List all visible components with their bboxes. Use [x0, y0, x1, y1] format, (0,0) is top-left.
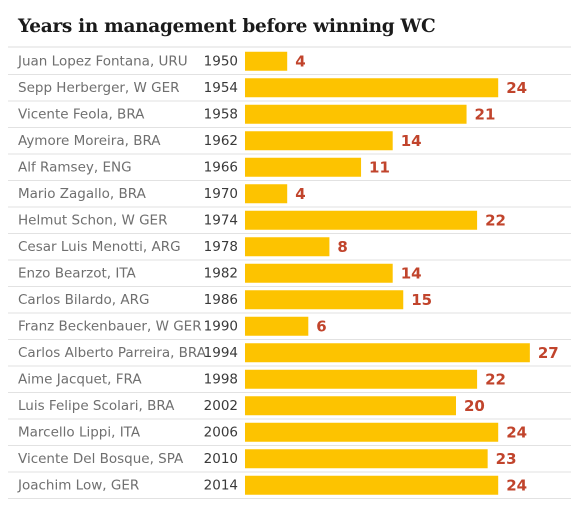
chart-row: Helmut Schon, W GER 1974 22 [8, 210, 571, 234]
manager-label: Luis Felipe Scolari, BRA [18, 398, 175, 414]
bar [245, 131, 393, 151]
bar [245, 396, 456, 416]
bar [245, 263, 393, 283]
bar [245, 210, 478, 230]
value-label: 11 [369, 158, 390, 176]
chart-row: Enzo Bearzot, ITA 1982 14 [8, 263, 571, 287]
manager-label: Marcello Lippi, ITA [18, 424, 141, 440]
value-label: 4 [295, 185, 305, 203]
bar [245, 104, 467, 124]
value-label: 27 [538, 344, 559, 362]
chart-row: Aymore Moreira, BRA 1962 14 [8, 131, 571, 155]
bar [245, 78, 499, 98]
year-label: 2002 [204, 398, 238, 414]
chart-row: Mario Zagallo, BRA 1970 4 [8, 184, 571, 208]
year-label: 1974 [204, 212, 238, 228]
value-label: 15 [411, 291, 432, 309]
year-label: 1978 [204, 239, 238, 255]
manager-label: Alf Ramsey, ENG [18, 159, 132, 175]
year-label: 1986 [204, 292, 238, 308]
value-label: 20 [464, 397, 485, 415]
chart-rows: Juan Lopez Fontana, URU 1950 4 Sepp Herberg… [8, 46, 571, 499]
value-label: 4 [295, 52, 305, 70]
chart-row: Aime Jacquet, FRA 1998 22 [8, 369, 571, 393]
chart-row: Cesar Luis Menotti, ARG 1978 8 [8, 237, 571, 261]
year-label: 1998 [204, 371, 238, 387]
chart-title: Years in management before winning WC [18, 16, 436, 37]
manager-label: Carlos Alberto Parreira, BRA [18, 345, 207, 361]
year-label: 2010 [204, 451, 238, 467]
value-label: 24 [506, 423, 527, 441]
manager-label: Carlos Bilardo, ARG [18, 292, 149, 308]
bar [245, 422, 499, 442]
year-label: 1970 [204, 186, 238, 202]
value-label: 6 [316, 317, 326, 335]
value-label: 21 [475, 105, 496, 123]
year-label: 1990 [204, 318, 238, 334]
manager-label: Cesar Luis Menotti, ARG [18, 239, 181, 255]
chart-row: Alf Ramsey, ENG 1966 11 [8, 157, 571, 181]
year-label: 1954 [204, 80, 238, 96]
year-label: 1950 [204, 53, 238, 69]
value-label: 24 [506, 476, 527, 494]
chart-row: Franz Beckenbauer, W GER 1990 6 [8, 316, 571, 340]
value-label: 8 [337, 238, 347, 256]
bar [245, 475, 499, 495]
manager-label: Aymore Moreira, BRA [18, 133, 161, 149]
manager-label: Sepp Herberger, W GER [18, 80, 180, 96]
manager-label: Vicente Del Bosque, SPA [18, 451, 184, 467]
manager-label: Mario Zagallo, BRA [18, 186, 147, 202]
year-label: 1958 [204, 106, 238, 122]
chart-row: Sepp Herberger, W GER 1954 24 [8, 78, 571, 102]
chart-row: Luis Felipe Scolari, BRA 2002 20 [8, 396, 571, 420]
year-label: 1962 [204, 133, 238, 149]
chart-row: Joachim Low, GER 2014 24 [8, 475, 571, 499]
chart-row: Vicente Del Bosque, SPA 2010 23 [8, 449, 571, 473]
bar [245, 316, 309, 336]
chart-row: Carlos Bilardo, ARG 1986 15 [8, 290, 571, 314]
year-label: 1966 [204, 159, 238, 175]
value-label: 23 [496, 450, 517, 468]
value-label: 24 [506, 79, 527, 97]
bar [245, 369, 478, 389]
year-label: 2006 [204, 424, 238, 440]
manager-label: Franz Beckenbauer, W GER [18, 318, 202, 334]
chart-row: Vicente Feola, BRA 1958 21 [8, 104, 571, 128]
manager-label: Vicente Feola, BRA [18, 106, 145, 122]
year-label: 1994 [204, 345, 238, 361]
manager-label: Aime Jacquet, FRA [18, 371, 142, 387]
manager-label: Enzo Bearzot, ITA [18, 265, 137, 281]
value-label: 22 [485, 370, 506, 388]
bar [245, 343, 530, 363]
bar [245, 157, 362, 177]
bar [245, 237, 330, 257]
value-label: 22 [485, 211, 506, 229]
value-label: 14 [401, 132, 422, 150]
bar [245, 290, 404, 310]
bar [245, 184, 288, 204]
chart-row: Marcello Lippi, ITA 2006 24 [8, 422, 571, 446]
value-label: 14 [401, 264, 422, 282]
manager-label: Juan Lopez Fontana, URU [17, 53, 188, 69]
chart-row: Juan Lopez Fontana, URU 1950 4 [8, 51, 571, 75]
bar [245, 51, 288, 71]
manager-label: Helmut Schon, W GER [18, 212, 167, 228]
year-label: 2014 [204, 477, 238, 493]
year-label: 1982 [204, 265, 238, 281]
bar [245, 449, 488, 469]
manager-label: Joachim Low, GER [17, 477, 139, 493]
